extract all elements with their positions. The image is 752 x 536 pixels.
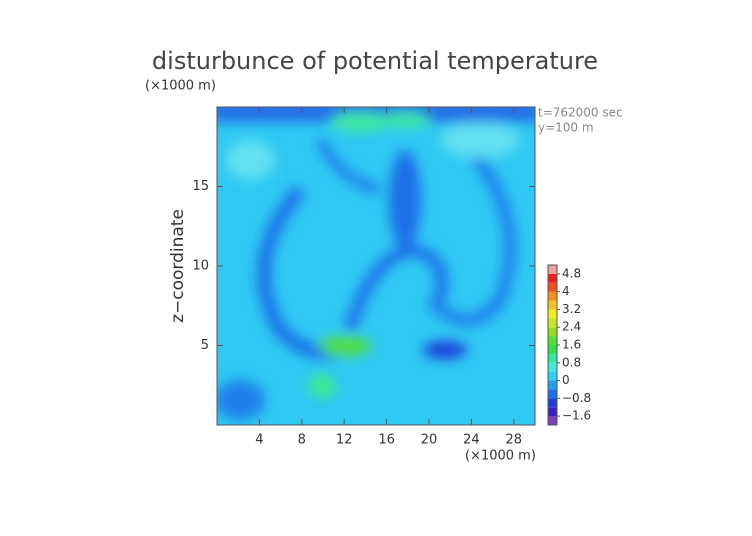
- y-tick-label: 10: [192, 259, 209, 274]
- colorbar-band: [548, 273, 557, 283]
- x-unit: (×1000 m): [465, 449, 536, 464]
- x-tick-label: 20: [421, 433, 438, 448]
- colorbar-band: [548, 407, 557, 417]
- colorbar-tick-label: 4.8: [562, 266, 581, 280]
- colorbar-tick-label: −1.6: [562, 409, 591, 423]
- colorbar-band: [548, 265, 557, 274]
- x-tick-label: 4: [255, 433, 263, 448]
- colorbar-band: [548, 362, 557, 372]
- colorbar-tick-label: 2.4: [562, 320, 581, 334]
- x-tick-label: 24: [463, 433, 480, 448]
- colorbar-band: [548, 282, 557, 292]
- colorbar-band: [548, 380, 557, 390]
- colorbar-tick-label: 0: [562, 373, 570, 387]
- colorbar-band: [548, 300, 557, 310]
- chart-title: disturbunce of potential temperature: [152, 47, 598, 75]
- colorbar-tick-label: 0.8: [562, 355, 581, 369]
- annotation: t=762000 sec: [538, 106, 623, 120]
- colorbar-band: [548, 371, 557, 381]
- y-unit: (×1000 m): [145, 79, 216, 94]
- y-tick-label: 15: [192, 179, 209, 194]
- colorbar-band: [548, 416, 557, 425]
- colorbar-band: [548, 353, 557, 363]
- x-tick-label: 16: [378, 433, 395, 448]
- colorbar-tick-label: 4: [562, 284, 570, 298]
- y-axis-label: z−coordinate: [168, 209, 188, 323]
- colorbar-tick-label: 1.6: [562, 338, 581, 352]
- colorbar-band: [548, 389, 557, 399]
- colorbar-band: [548, 318, 557, 328]
- y-tick-label: 5: [201, 338, 209, 353]
- colorbar-band: [548, 345, 557, 354]
- colorbar-band: [548, 327, 557, 337]
- annotation: y=100 m: [538, 121, 594, 135]
- colorbar-band: [548, 291, 557, 301]
- x-tick-label: 8: [298, 433, 306, 448]
- x-tick-label: 28: [506, 433, 523, 448]
- field: [217, 107, 535, 425]
- colorbar-band: [548, 309, 557, 319]
- colorbar-tick-label: 3.2: [562, 302, 581, 316]
- colorbar-tick-label: −0.8: [562, 391, 591, 405]
- colorbar-band: [548, 336, 557, 345]
- x-tick-label: 12: [336, 433, 353, 448]
- colorbar-band: [548, 398, 557, 408]
